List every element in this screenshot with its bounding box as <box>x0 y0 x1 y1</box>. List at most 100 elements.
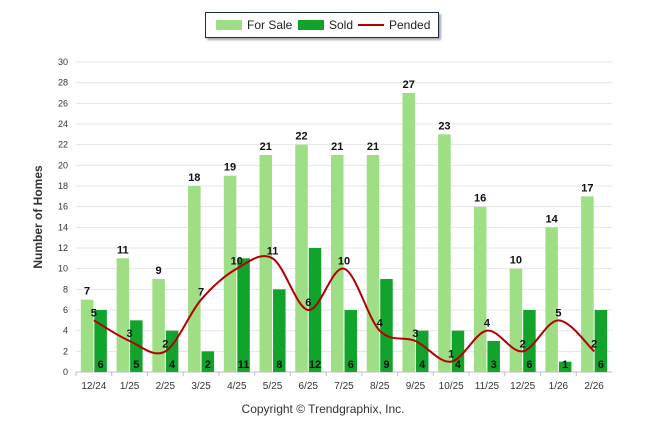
x-tick-label: 5/25 <box>263 381 283 392</box>
bar-for-sale <box>331 155 344 372</box>
y-tick-label: 4 <box>63 326 68 336</box>
data-label-pended: 2 <box>520 338 526 350</box>
data-label-for-sale: 7 <box>84 286 90 298</box>
data-label-for-sale: 21 <box>367 141 379 153</box>
y-tick-label: 30 <box>58 57 68 67</box>
x-tick-label: 2/25 <box>156 381 176 392</box>
data-label-pended: 3 <box>127 328 133 340</box>
y-tick-label: 18 <box>58 181 68 191</box>
y-tick-label: 10 <box>58 264 68 274</box>
bar-sold <box>380 279 393 372</box>
data-label-for-sale: 21 <box>331 141 343 153</box>
data-label-sold: 6 <box>526 359 532 371</box>
data-label-for-sale: 23 <box>438 120 450 132</box>
data-label-pended: 10 <box>231 256 243 268</box>
bar-for-sale <box>116 258 130 372</box>
x-tick-label: 10/25 <box>439 381 464 392</box>
y-tick-label: 12 <box>58 243 68 253</box>
data-label-pended: 1 <box>448 349 454 361</box>
data-label-pended: 7 <box>198 287 204 299</box>
y-tick-label: 20 <box>58 160 68 170</box>
x-tick-label: 9/25 <box>406 381 426 392</box>
bar-sold <box>523 310 536 372</box>
data-label-pended: 10 <box>338 256 350 268</box>
bar-sold <box>451 330 465 372</box>
data-label-sold: 4 <box>419 359 426 371</box>
data-label-pended: 6 <box>305 297 311 309</box>
data-label-sold: 6 <box>598 359 604 371</box>
bar-for-sale <box>259 155 273 372</box>
y-tick-label: 24 <box>58 119 68 129</box>
bar-for-sale <box>80 299 94 372</box>
bar-for-sale <box>402 93 415 372</box>
x-tick-label: 1/25 <box>120 381 140 392</box>
data-label-for-sale: 14 <box>546 213 559 225</box>
y-axis-title: Number of Homes <box>31 165 45 269</box>
data-label-sold: 8 <box>276 359 282 371</box>
data-label-sold: 12 <box>309 359 321 371</box>
y-tick-label: 0 <box>63 367 68 377</box>
data-label-pended: 11 <box>267 245 279 257</box>
legend-label-for-sale: For Sale <box>247 18 293 32</box>
chart-legend: For Sale Sold Pended <box>205 12 439 38</box>
data-label-sold: 6 <box>348 359 354 371</box>
data-label-for-sale: 27 <box>403 79 415 91</box>
bar-for-sale <box>581 196 594 372</box>
y-tick-label: 28 <box>58 78 68 88</box>
data-label-sold: 6 <box>98 359 104 371</box>
x-tick-label: 4/25 <box>227 381 247 392</box>
bar-for-sale <box>152 279 165 372</box>
y-tick-label: 26 <box>58 98 68 108</box>
x-tick-label: 6/25 <box>299 381 319 392</box>
legend-label-pended: Pended <box>389 18 431 32</box>
data-label-for-sale: 22 <box>295 131 307 143</box>
data-label-sold: 5 <box>133 359 139 371</box>
x-tick-label: 11/25 <box>475 381 500 392</box>
x-tick-label: 1/26 <box>549 381 569 392</box>
legend-swatch-sold <box>298 20 324 30</box>
data-label-for-sale: 21 <box>260 141 272 153</box>
data-label-for-sale: 9 <box>156 265 162 277</box>
legend-item-sold[interactable]: Sold <box>298 13 353 37</box>
data-label-for-sale: 16 <box>474 193 486 205</box>
bar-sold <box>130 320 143 372</box>
data-label-for-sale: 11 <box>117 244 129 256</box>
data-label-pended: 4 <box>484 318 491 330</box>
data-label-for-sale: 18 <box>188 172 200 184</box>
legend-label-sold: Sold <box>329 18 354 32</box>
legend-swatch-pended <box>358 24 384 26</box>
bar-sold <box>308 248 322 372</box>
x-tick-label: 3/25 <box>191 381 211 392</box>
x-tick-label: 2/26 <box>584 381 604 392</box>
legend-item-pended[interactable]: Pended <box>358 13 430 37</box>
bar-for-sale <box>509 268 523 372</box>
data-label-for-sale: 17 <box>581 182 593 194</box>
bar-for-sale <box>188 186 201 372</box>
data-label-pended: 4 <box>377 318 384 330</box>
x-tick-label: 12/25 <box>510 381 535 392</box>
bar-for-sale <box>438 134 451 372</box>
y-tick-label: 22 <box>58 140 68 150</box>
bar-for-sale <box>473 206 487 372</box>
data-label-sold: 1 <box>562 359 568 371</box>
data-label-sold: 9 <box>383 359 389 371</box>
bar-for-sale <box>295 144 308 372</box>
x-tick-label: 8/25 <box>370 381 390 392</box>
legend-swatch-for-sale <box>216 20 242 30</box>
y-tick-label: 14 <box>58 222 68 232</box>
bar-sold <box>487 341 500 372</box>
legend-item-for-sale[interactable]: For Sale <box>216 13 292 37</box>
data-label-pended: 3 <box>412 328 418 340</box>
line-pended <box>93 255 595 363</box>
bar-sold <box>558 361 572 372</box>
bar-for-sale <box>545 227 558 372</box>
x-tick-label: 7/25 <box>334 381 354 392</box>
bar-sold <box>237 258 250 372</box>
y-tick-label: 6 <box>63 305 68 315</box>
copyright-credit: Copyright © Trendgraphix, Inc. <box>241 402 405 416</box>
bar-sold <box>201 351 215 372</box>
y-tick-label: 16 <box>58 202 68 212</box>
bar-sold <box>344 310 357 372</box>
data-label-pended: 5 <box>555 307 561 319</box>
